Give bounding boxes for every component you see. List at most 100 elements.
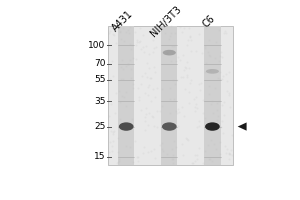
Point — [108, 29, 113, 32]
Point — [110, 139, 115, 143]
Point — [194, 103, 199, 106]
Point — [219, 56, 224, 59]
Point — [135, 38, 140, 41]
Point — [130, 82, 135, 85]
Point — [108, 78, 113, 81]
FancyBboxPatch shape — [108, 26, 233, 165]
Point — [190, 162, 195, 165]
Point — [188, 39, 193, 42]
Point — [193, 159, 198, 163]
Point — [219, 119, 224, 122]
Ellipse shape — [163, 50, 176, 55]
Text: NIH/3T3: NIH/3T3 — [148, 4, 183, 38]
Point — [143, 112, 148, 115]
Text: A431: A431 — [110, 9, 135, 33]
Point — [133, 139, 138, 143]
Point — [224, 147, 229, 150]
Point — [151, 38, 156, 41]
Point — [160, 142, 165, 145]
Point — [131, 87, 136, 90]
Point — [130, 57, 135, 60]
Point — [181, 75, 185, 78]
Point — [215, 101, 220, 104]
Point — [113, 92, 118, 95]
Point — [147, 111, 152, 114]
Point — [194, 50, 199, 53]
Point — [169, 25, 173, 28]
Point — [122, 39, 127, 42]
Point — [185, 76, 190, 79]
Point — [171, 153, 176, 156]
Point — [169, 49, 174, 52]
Point — [185, 73, 190, 77]
Point — [118, 66, 123, 69]
Point — [154, 110, 159, 113]
Point — [185, 44, 190, 47]
Point — [141, 152, 146, 155]
Point — [117, 160, 122, 163]
Point — [207, 84, 212, 87]
Point — [141, 46, 146, 49]
Point — [195, 106, 200, 109]
Point — [140, 74, 145, 77]
Point — [128, 145, 133, 149]
Point — [182, 87, 187, 90]
Point — [129, 67, 134, 70]
Point — [221, 100, 226, 104]
Point — [112, 111, 117, 114]
Point — [227, 152, 232, 156]
Point — [217, 28, 221, 32]
Point — [180, 30, 184, 33]
Point — [206, 123, 211, 126]
Point — [168, 111, 173, 115]
Point — [178, 76, 183, 79]
Point — [114, 42, 119, 45]
Point — [120, 95, 124, 98]
Point — [125, 28, 130, 31]
Point — [218, 51, 223, 54]
Point — [171, 98, 176, 101]
Point — [218, 54, 223, 57]
Point — [210, 111, 215, 115]
Point — [145, 75, 150, 79]
Text: 25: 25 — [94, 122, 105, 131]
Point — [182, 114, 187, 117]
Point — [124, 30, 128, 33]
Point — [121, 95, 126, 98]
Ellipse shape — [206, 69, 219, 74]
Point — [222, 114, 227, 117]
Point — [125, 63, 130, 66]
FancyBboxPatch shape — [204, 26, 220, 165]
Point — [131, 161, 136, 164]
Point — [142, 51, 146, 54]
Point — [142, 115, 147, 118]
Point — [168, 98, 172, 101]
Point — [144, 45, 149, 48]
Point — [134, 43, 139, 47]
Point — [143, 91, 148, 94]
Point — [220, 77, 225, 80]
Text: 15: 15 — [94, 152, 105, 161]
Point — [208, 157, 213, 160]
Point — [112, 129, 117, 132]
Point — [227, 94, 232, 97]
Point — [207, 158, 212, 161]
Point — [227, 106, 232, 109]
Point — [159, 104, 164, 107]
Point — [159, 148, 164, 151]
Point — [151, 88, 155, 91]
Point — [193, 109, 198, 112]
Ellipse shape — [205, 122, 220, 131]
Point — [157, 109, 162, 113]
Point — [129, 77, 134, 80]
Point — [152, 125, 157, 128]
Point — [129, 48, 134, 51]
Point — [148, 99, 153, 102]
Ellipse shape — [119, 122, 134, 131]
Point — [118, 118, 122, 121]
Point — [217, 100, 222, 103]
Point — [229, 154, 234, 157]
Point — [218, 77, 223, 81]
Point — [220, 132, 225, 135]
Point — [111, 75, 116, 78]
